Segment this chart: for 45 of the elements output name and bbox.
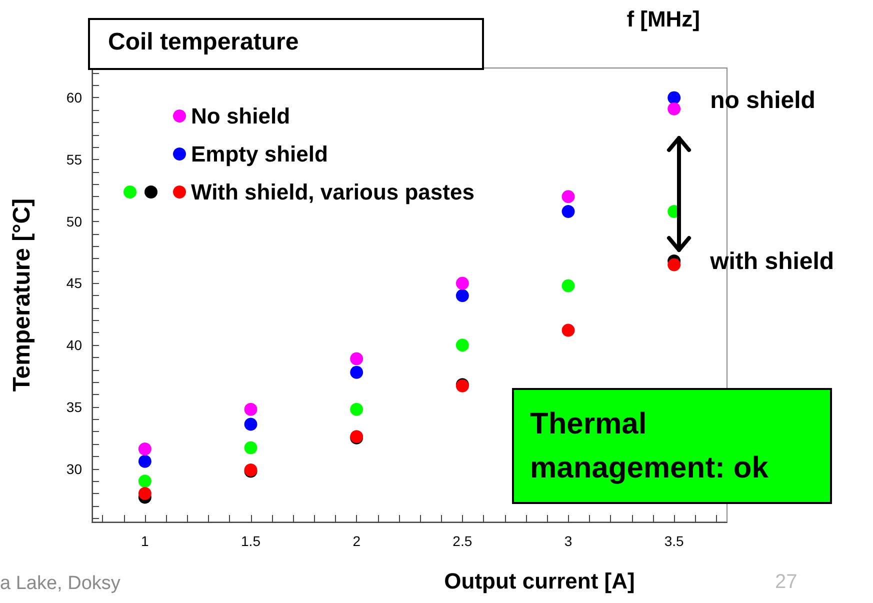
y-tick-label: 55 xyxy=(66,152,82,168)
annotation: Thermal management: ok xyxy=(530,408,769,484)
y-tick-label: 30 xyxy=(66,460,82,477)
point xyxy=(350,402,364,416)
annotation: with shield xyxy=(709,248,834,275)
legend-label: With shield, various pastes xyxy=(191,180,474,204)
y-tick-label: 60 xyxy=(66,90,82,106)
point xyxy=(456,289,469,302)
point xyxy=(562,205,575,218)
point xyxy=(350,366,364,379)
point xyxy=(668,258,681,272)
point xyxy=(562,279,575,292)
point xyxy=(668,91,681,104)
point xyxy=(456,338,469,352)
annotation: no shield xyxy=(710,87,816,114)
point xyxy=(456,276,469,290)
point xyxy=(138,474,152,488)
y-axis-title: Temperature [°C] xyxy=(8,198,36,392)
point xyxy=(350,352,364,366)
text: f [MHz] xyxy=(626,6,700,32)
legend-label: No shield xyxy=(191,104,290,128)
point xyxy=(244,402,258,416)
x-tick-label: 1.5 xyxy=(241,533,261,549)
y-tick-label: 45 xyxy=(66,275,82,292)
x-tick-label: 2.5 xyxy=(452,533,472,549)
point xyxy=(138,442,152,456)
point xyxy=(138,487,152,500)
text: a Lake, Doksy xyxy=(0,573,121,594)
x-tick-label: 3.5 xyxy=(664,533,684,549)
point xyxy=(244,418,258,431)
y-tick-label: 35 xyxy=(66,398,82,415)
point xyxy=(244,441,258,454)
point xyxy=(562,190,575,204)
x-axis-title: Output current [A] xyxy=(444,568,635,594)
y-tick-label: 40 xyxy=(66,337,82,354)
point xyxy=(562,324,575,337)
x-tick-label: 3 xyxy=(564,533,572,549)
legend-label: Empty shield xyxy=(191,142,328,166)
x-tick-label: 2 xyxy=(352,533,361,549)
point xyxy=(138,454,152,468)
x-tick-label: 1 xyxy=(141,533,150,549)
chart-title: Coil temperature xyxy=(108,28,299,56)
y-tick-label: 50 xyxy=(66,213,82,230)
text: 27 xyxy=(775,571,798,593)
point xyxy=(668,102,681,116)
